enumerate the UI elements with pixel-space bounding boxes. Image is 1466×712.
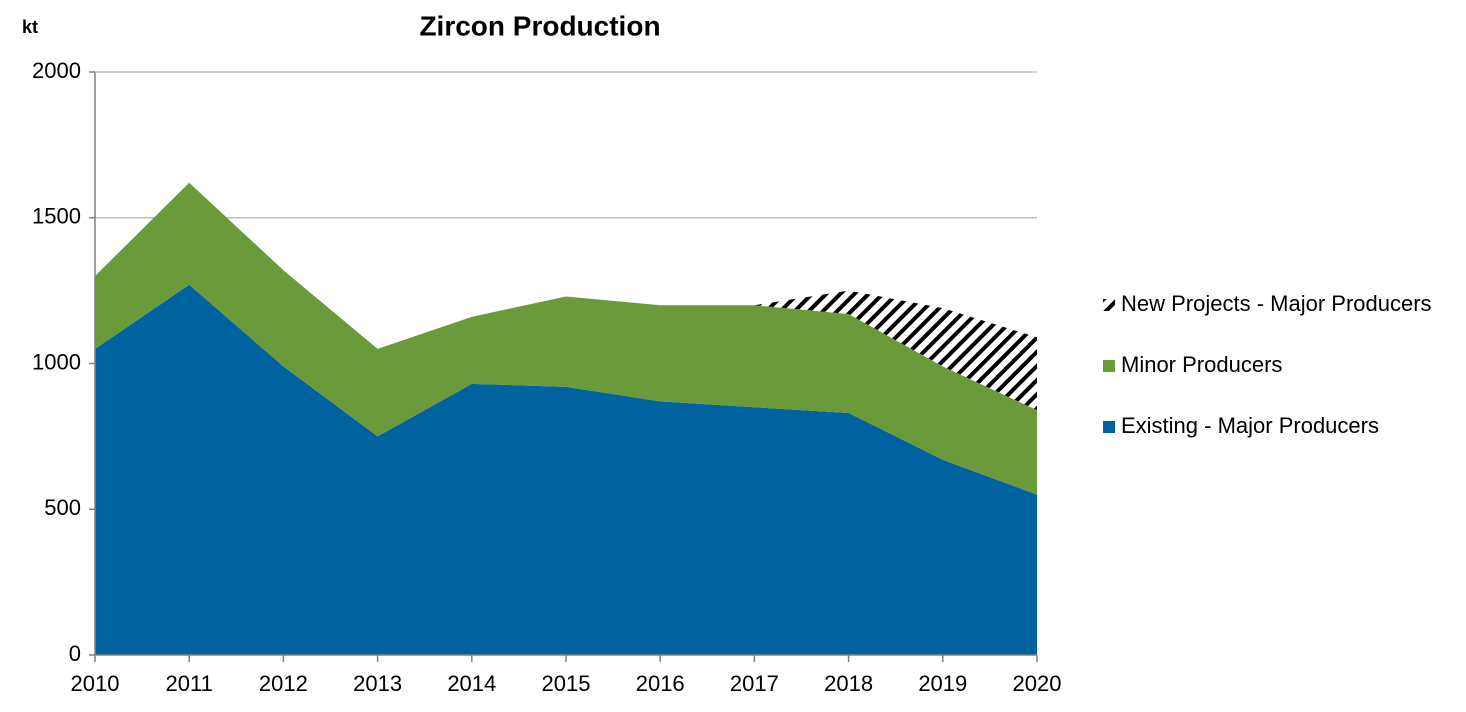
area [95, 284, 1037, 655]
y-tick-label: 0 [69, 641, 81, 666]
legend-label: New Projects - Major Producers [1121, 291, 1432, 316]
legend-label: Existing - Major Producers [1121, 413, 1379, 438]
x-tick-label: 2010 [71, 671, 120, 696]
x-tick-label: 2019 [918, 671, 967, 696]
x-tick-label: 2018 [824, 671, 873, 696]
y-tick-label: 2000 [32, 58, 81, 83]
x-tick-label: 2017 [730, 671, 779, 696]
x-tick-label: 2011 [166, 671, 213, 696]
legend-swatch [1103, 421, 1115, 433]
chart-title: Zircon Production [419, 10, 660, 41]
x-tick-label: 2015 [542, 671, 591, 696]
y-tick-label: 1500 [32, 204, 81, 229]
legend-label: Minor Producers [1121, 352, 1282, 377]
legend-swatch [1103, 299, 1115, 311]
y-tick-label: 1000 [32, 349, 81, 374]
y-tick-label: 500 [44, 495, 81, 520]
area [95, 182, 1037, 495]
x-tick-label: 2013 [353, 671, 402, 696]
x-tick-label: 2020 [1013, 671, 1062, 696]
area [754, 290, 1037, 411]
x-tick-label: 2016 [636, 671, 685, 696]
x-tick-label: 2012 [259, 671, 308, 696]
y-axis-unit: kt [22, 17, 38, 37]
legend-swatch [1103, 360, 1115, 372]
x-tick-label: 2014 [447, 671, 496, 696]
